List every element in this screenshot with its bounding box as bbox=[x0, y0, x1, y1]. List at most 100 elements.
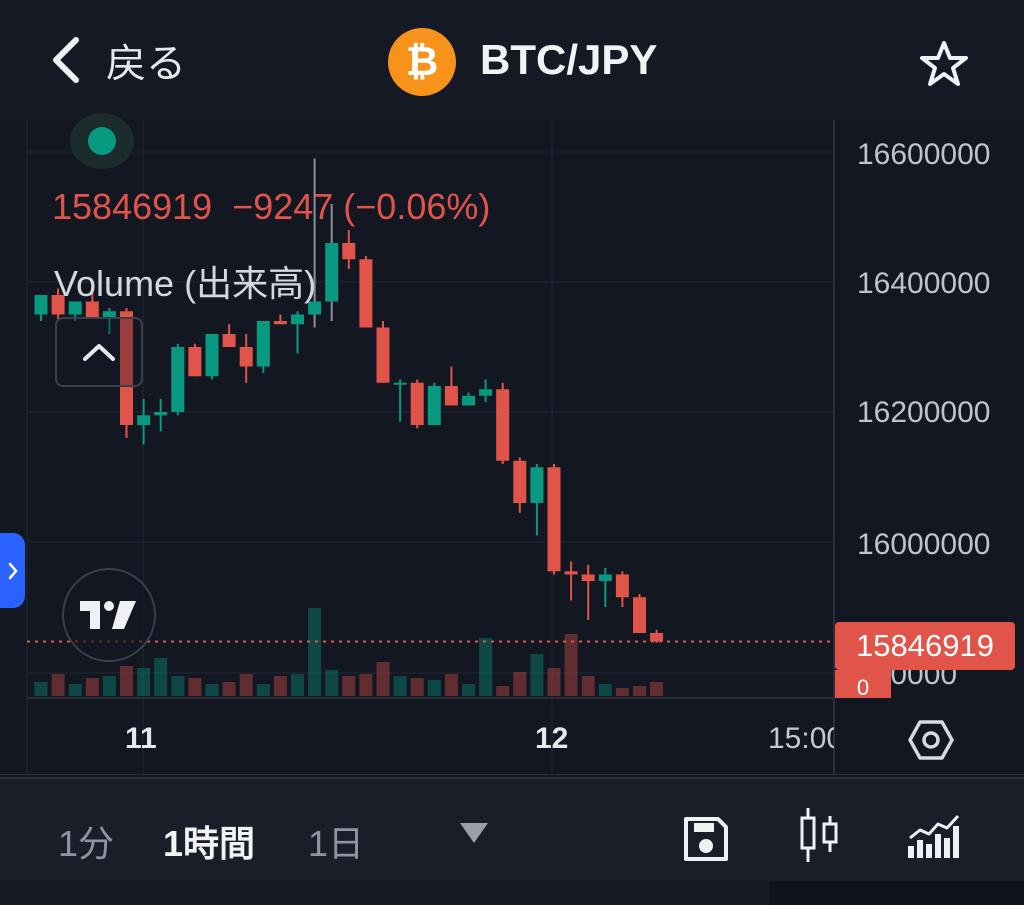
volume-bar bbox=[615, 688, 629, 696]
candle-body bbox=[308, 301, 322, 315]
candle-body bbox=[547, 467, 561, 572]
interval-dropdown-button[interactable] bbox=[458, 820, 490, 851]
y-axis-tick: 16400000 bbox=[857, 267, 991, 300]
chart-settings-button[interactable] bbox=[908, 718, 954, 767]
volume-bar bbox=[530, 654, 544, 696]
current-price-label: 15846919 bbox=[835, 622, 1015, 670]
volume-bar bbox=[444, 674, 458, 696]
favorite-button[interactable] bbox=[918, 40, 970, 93]
candle-body bbox=[393, 382, 407, 385]
x-axis-tick: 12 bbox=[535, 722, 569, 755]
volume-bar bbox=[496, 686, 510, 696]
volume-bar bbox=[171, 676, 185, 696]
pair-title: BTC/JPY bbox=[480, 36, 658, 83]
candle-body bbox=[171, 347, 185, 412]
save-button[interactable] bbox=[682, 815, 730, 868]
volume-bar bbox=[513, 672, 527, 696]
indicators-button[interactable] bbox=[906, 812, 962, 865]
candle-body bbox=[256, 321, 270, 367]
candle-body bbox=[68, 301, 82, 315]
candle-body bbox=[496, 389, 510, 461]
volume-bar bbox=[393, 676, 407, 696]
candle-body bbox=[205, 334, 219, 377]
volume-bar bbox=[650, 682, 664, 696]
back-label: 戻る bbox=[106, 41, 186, 87]
volume-bar bbox=[273, 676, 287, 696]
app-header: 戻る ₿ BTC/JPY bbox=[0, 0, 1024, 120]
volume-bar bbox=[222, 682, 236, 696]
tradingview-logo-icon bbox=[80, 601, 136, 629]
indicators-icon bbox=[908, 814, 960, 858]
bitcoin-icon: ₿ bbox=[388, 28, 456, 96]
candle-layer bbox=[34, 158, 664, 643]
volume-layer bbox=[34, 608, 664, 696]
volume-bar bbox=[120, 666, 133, 696]
tradingview-logo[interactable] bbox=[62, 568, 156, 662]
chart-pane[interactable] bbox=[0, 120, 1024, 775]
volume-bar bbox=[462, 684, 475, 696]
volume-bar bbox=[427, 680, 441, 696]
system-bar bbox=[0, 881, 1024, 905]
volume-bar bbox=[581, 676, 595, 696]
candle-body bbox=[564, 571, 578, 575]
candle-body bbox=[462, 395, 475, 406]
chart-type-button[interactable] bbox=[798, 806, 840, 869]
volume-bar bbox=[547, 668, 561, 696]
back-button[interactable]: 戻る bbox=[50, 34, 186, 87]
volume-bar bbox=[239, 674, 253, 696]
triangle-down-icon bbox=[460, 823, 488, 843]
candle-body bbox=[291, 314, 304, 325]
candle-body bbox=[410, 382, 424, 425]
candle-body bbox=[239, 347, 253, 367]
candle-body bbox=[530, 467, 544, 503]
candle-body bbox=[479, 389, 493, 396]
candle-body bbox=[598, 574, 612, 581]
status-dot-icon bbox=[88, 127, 116, 155]
candle-body bbox=[633, 597, 646, 633]
interval-1h[interactable]: 1時間 bbox=[163, 823, 256, 864]
candle-body bbox=[273, 321, 287, 325]
interval-1d[interactable]: 1日 bbox=[308, 823, 365, 864]
candle-body bbox=[85, 301, 99, 318]
candle-body bbox=[650, 633, 664, 642]
current-price-sub-label: 0 bbox=[835, 670, 891, 698]
candle-body bbox=[427, 386, 441, 425]
volume-bar bbox=[342, 676, 356, 696]
y-axis-tick: 16600000 bbox=[857, 138, 991, 171]
candle-body bbox=[376, 327, 390, 383]
volume-bar bbox=[154, 658, 168, 696]
candle-body bbox=[102, 311, 116, 318]
candle-body bbox=[581, 574, 595, 581]
x-axis-tick: 11 bbox=[125, 722, 157, 755]
volume-bar bbox=[188, 678, 202, 696]
volume-bar bbox=[291, 674, 304, 696]
volume-bar bbox=[34, 682, 48, 696]
sidebar-toggle-button[interactable] bbox=[0, 533, 25, 608]
candle-body bbox=[137, 415, 151, 425]
candle-body bbox=[615, 574, 629, 598]
candle-body bbox=[325, 243, 339, 302]
hexagon-settings-icon bbox=[908, 720, 954, 760]
volume-bar bbox=[410, 678, 424, 696]
chevron-right-icon bbox=[8, 562, 18, 579]
candles-icon bbox=[800, 808, 838, 862]
candle-body bbox=[154, 412, 168, 416]
candle-body bbox=[359, 259, 373, 328]
volume-bar bbox=[308, 608, 322, 696]
candle-body bbox=[513, 460, 527, 503]
y-axis-tick: 16200000 bbox=[857, 396, 991, 429]
interval-1m[interactable]: 1分 bbox=[58, 823, 115, 864]
volume-bar bbox=[85, 678, 99, 696]
bottom-toolbar: 1分 1時間 1日 bbox=[0, 777, 1024, 881]
collapse-legend-button[interactable] bbox=[55, 317, 143, 387]
volume-bar bbox=[564, 634, 578, 696]
volume-bar bbox=[102, 676, 116, 696]
volume-bar bbox=[68, 684, 82, 696]
chevron-left-icon bbox=[53, 37, 79, 83]
candle-body bbox=[51, 295, 65, 315]
candlestick-chart[interactable] bbox=[0, 120, 1024, 775]
save-icon bbox=[684, 817, 728, 861]
volume-bar bbox=[598, 684, 612, 696]
volume-legend-label: Volume (出来高) bbox=[54, 263, 317, 304]
candle-body bbox=[34, 295, 48, 315]
